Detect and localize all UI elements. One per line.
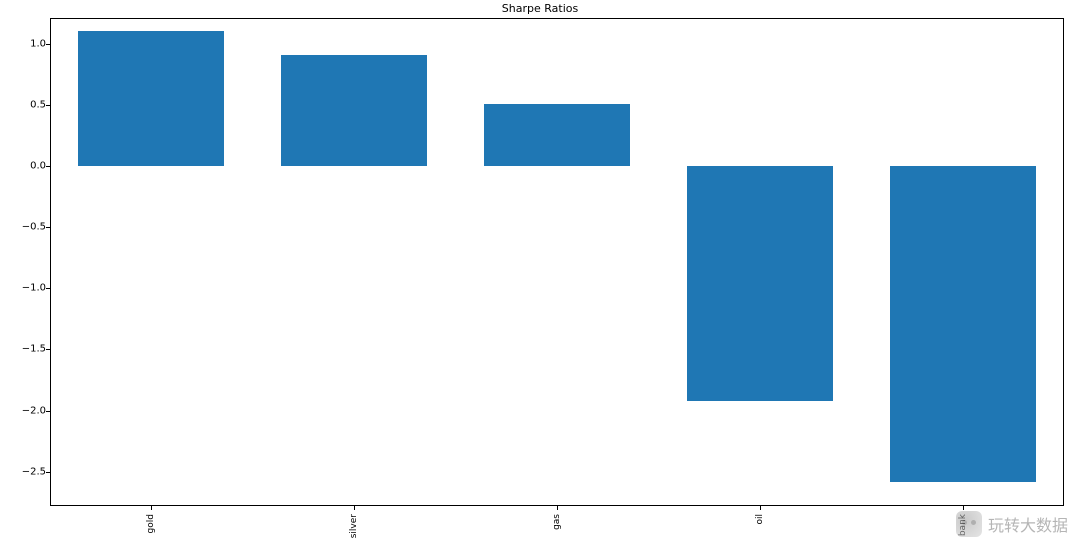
y-tick-mark bbox=[46, 105, 50, 106]
bar bbox=[281, 55, 427, 166]
y-tick-label: 0.0 bbox=[6, 160, 46, 171]
bar bbox=[687, 166, 833, 401]
y-tick-mark bbox=[46, 288, 50, 289]
y-tick-mark bbox=[46, 411, 50, 412]
x-tick-label: gold bbox=[146, 514, 156, 533]
bar bbox=[78, 31, 224, 166]
x-tick-mark bbox=[963, 506, 964, 510]
y-tick-label: −2.0 bbox=[6, 405, 46, 416]
x-tick-mark bbox=[151, 506, 152, 510]
x-tick-mark bbox=[354, 506, 355, 510]
y-tick-label: −0.5 bbox=[6, 222, 46, 233]
y-tick-mark bbox=[46, 227, 50, 228]
y-tick-label: 1.0 bbox=[6, 38, 46, 49]
x-tick-label: gas bbox=[552, 514, 562, 530]
watermark: 玩转大数据 bbox=[956, 511, 1068, 537]
x-tick-mark bbox=[760, 506, 761, 510]
x-tick-mark bbox=[557, 506, 558, 510]
y-tick-label: −2.5 bbox=[6, 466, 46, 477]
x-tick-label: oil bbox=[755, 514, 765, 525]
y-tick-mark bbox=[46, 166, 50, 167]
bar bbox=[484, 104, 630, 166]
watermark-text: 玩转大数据 bbox=[988, 512, 1068, 536]
chart-container: Sharpe Ratios −2.5 −2.0 −1.5 −1.0 −0.5 0.0 0.5… bbox=[0, 0, 1080, 555]
y-tick-mark bbox=[46, 472, 50, 473]
y-tick-mark bbox=[46, 349, 50, 350]
y-tick-label: 0.5 bbox=[6, 99, 46, 110]
x-tick-label: bank bbox=[958, 514, 968, 536]
y-tick-mark bbox=[46, 44, 50, 45]
x-tick-label: silver bbox=[349, 514, 359, 538]
y-tick-label: −1.0 bbox=[6, 283, 46, 294]
chart-title: Sharpe Ratios bbox=[0, 2, 1080, 15]
bar bbox=[890, 166, 1036, 482]
y-tick-label: −1.5 bbox=[6, 344, 46, 355]
